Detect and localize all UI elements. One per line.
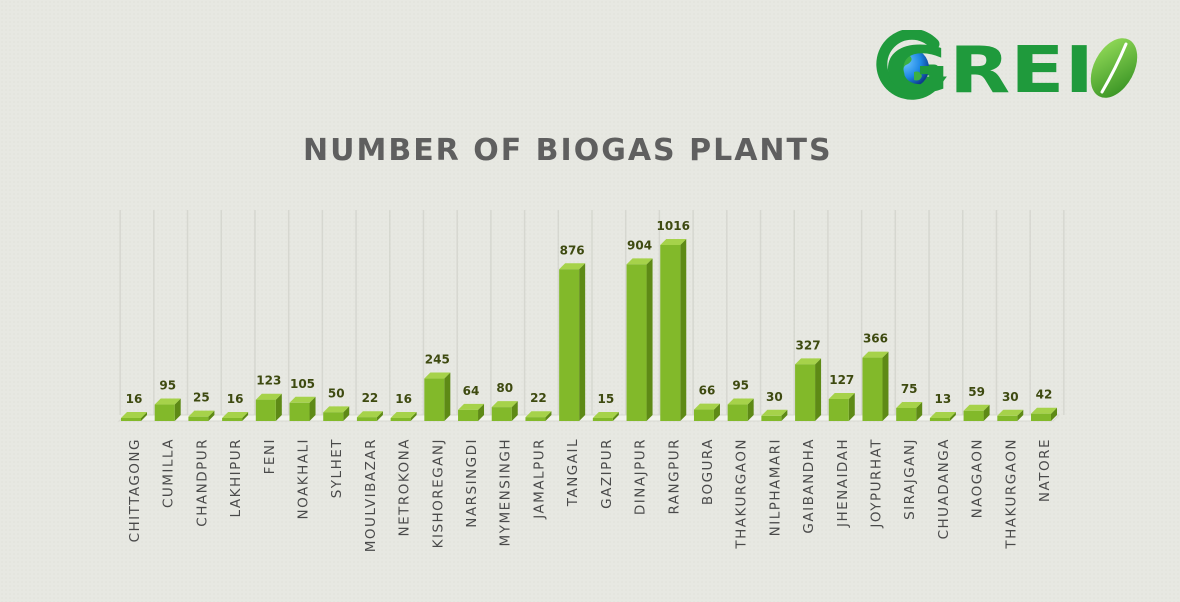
bar-12 (491, 401, 518, 421)
category-label: SIRAJGANJ (902, 438, 918, 520)
value-label: 22 (530, 391, 547, 405)
bar-27 (997, 409, 1024, 421)
bar-18 (693, 403, 720, 421)
value-label: 16 (395, 392, 412, 406)
category-label: GAIBANDHA (801, 438, 817, 534)
leaf-icon (1090, 38, 1138, 98)
bar-7 (323, 406, 350, 421)
value-label: 366 (863, 332, 888, 346)
bar-9 (390, 412, 417, 421)
value-label: 25 (193, 391, 210, 405)
value-label: 16 (227, 392, 244, 406)
value-label: 66 (699, 384, 716, 398)
category-label: TANGAIL (565, 438, 581, 507)
bar-25 (929, 412, 956, 421)
bar-1 (121, 412, 147, 421)
bar-14 (559, 263, 586, 421)
bar-16 (626, 258, 653, 421)
value-label: 13 (935, 392, 952, 406)
value-label: 30 (766, 390, 783, 404)
value-label: 876 (560, 243, 585, 257)
category-label: RANGPUR (666, 438, 682, 515)
logo-text: GREI (884, 34, 1094, 106)
bar-28 (1031, 407, 1057, 421)
category-label: NATORE (1037, 438, 1053, 502)
category-label: NETROKONA (397, 438, 413, 536)
bar-6 (289, 396, 316, 421)
value-label: 904 (627, 238, 652, 252)
value-label: 64 (463, 384, 480, 398)
value-label: 95 (732, 379, 749, 393)
bar-4 (222, 412, 249, 421)
category-label: NILPHAMARI (767, 438, 783, 536)
category-label: CHITTAGONG (127, 438, 143, 542)
value-label: 75 (901, 382, 918, 396)
value-label: 127 (829, 373, 854, 387)
category-label: THAKURGAON (1003, 438, 1019, 550)
value-label: 15 (598, 392, 615, 406)
globe-icon (876, 30, 947, 100)
bar-2 (154, 398, 181, 421)
category-label: NAOGAON (970, 438, 986, 518)
chart-title: NUMBER OF BIOGAS PLANTS (303, 133, 833, 168)
category-label: JAMALPUR (531, 438, 547, 520)
category-label: CUMILLA (161, 438, 177, 508)
value-label: 245 (425, 353, 450, 367)
bar-3 (188, 410, 215, 421)
value-label: 1016 (657, 219, 690, 233)
value-label: 327 (796, 338, 821, 352)
bar-20 (761, 409, 788, 421)
bar-22 (828, 393, 855, 421)
category-label: FENI (262, 438, 278, 474)
bar-8 (356, 411, 383, 421)
bar-17 (660, 239, 687, 421)
category-label: JHENAIDAH (835, 438, 851, 528)
category-label: JOYPURHAT (868, 438, 884, 529)
grei-logo: GREI (876, 30, 1138, 106)
bar-21 (795, 358, 822, 421)
category-label: NOAKHALI (296, 438, 312, 519)
value-label: 42 (1036, 388, 1053, 402)
bar-19 (727, 398, 754, 421)
value-label: 105 (290, 377, 315, 391)
category-label: CHANDPUR (194, 438, 210, 527)
value-label: 30 (1002, 390, 1019, 404)
value-label: 95 (159, 379, 176, 393)
bar-5 (255, 393, 282, 421)
bar-10 (424, 372, 451, 421)
category-label: GAZIPUR (599, 438, 615, 509)
value-label: 50 (328, 386, 345, 400)
category-label: NARSINGDI (464, 438, 480, 528)
category-label: DINAJPUR (633, 438, 649, 515)
category-label: MOULVIBAZAR (363, 438, 379, 552)
value-label: 80 (496, 381, 513, 395)
bar-13 (525, 411, 552, 421)
bar-11 (458, 403, 485, 421)
category-label: KISHOREGANJ (430, 438, 446, 548)
bar-15 (592, 412, 619, 421)
bar-23 (862, 351, 889, 421)
value-label: 59 (968, 385, 985, 399)
category-label: LAKHIPUR (228, 438, 244, 517)
category-label: BOGURA (700, 438, 716, 505)
category-label: CHUADANGA (936, 438, 952, 539)
bar-26 (963, 404, 990, 421)
category-label: MYMENSINGH (498, 438, 514, 546)
value-label: 22 (362, 391, 379, 405)
category-label: SYLHET (329, 438, 345, 498)
bar-24 (896, 402, 923, 421)
category-label: THAKURGAON (734, 438, 750, 550)
value-label: 123 (256, 374, 281, 388)
value-label: 16 (126, 392, 143, 406)
